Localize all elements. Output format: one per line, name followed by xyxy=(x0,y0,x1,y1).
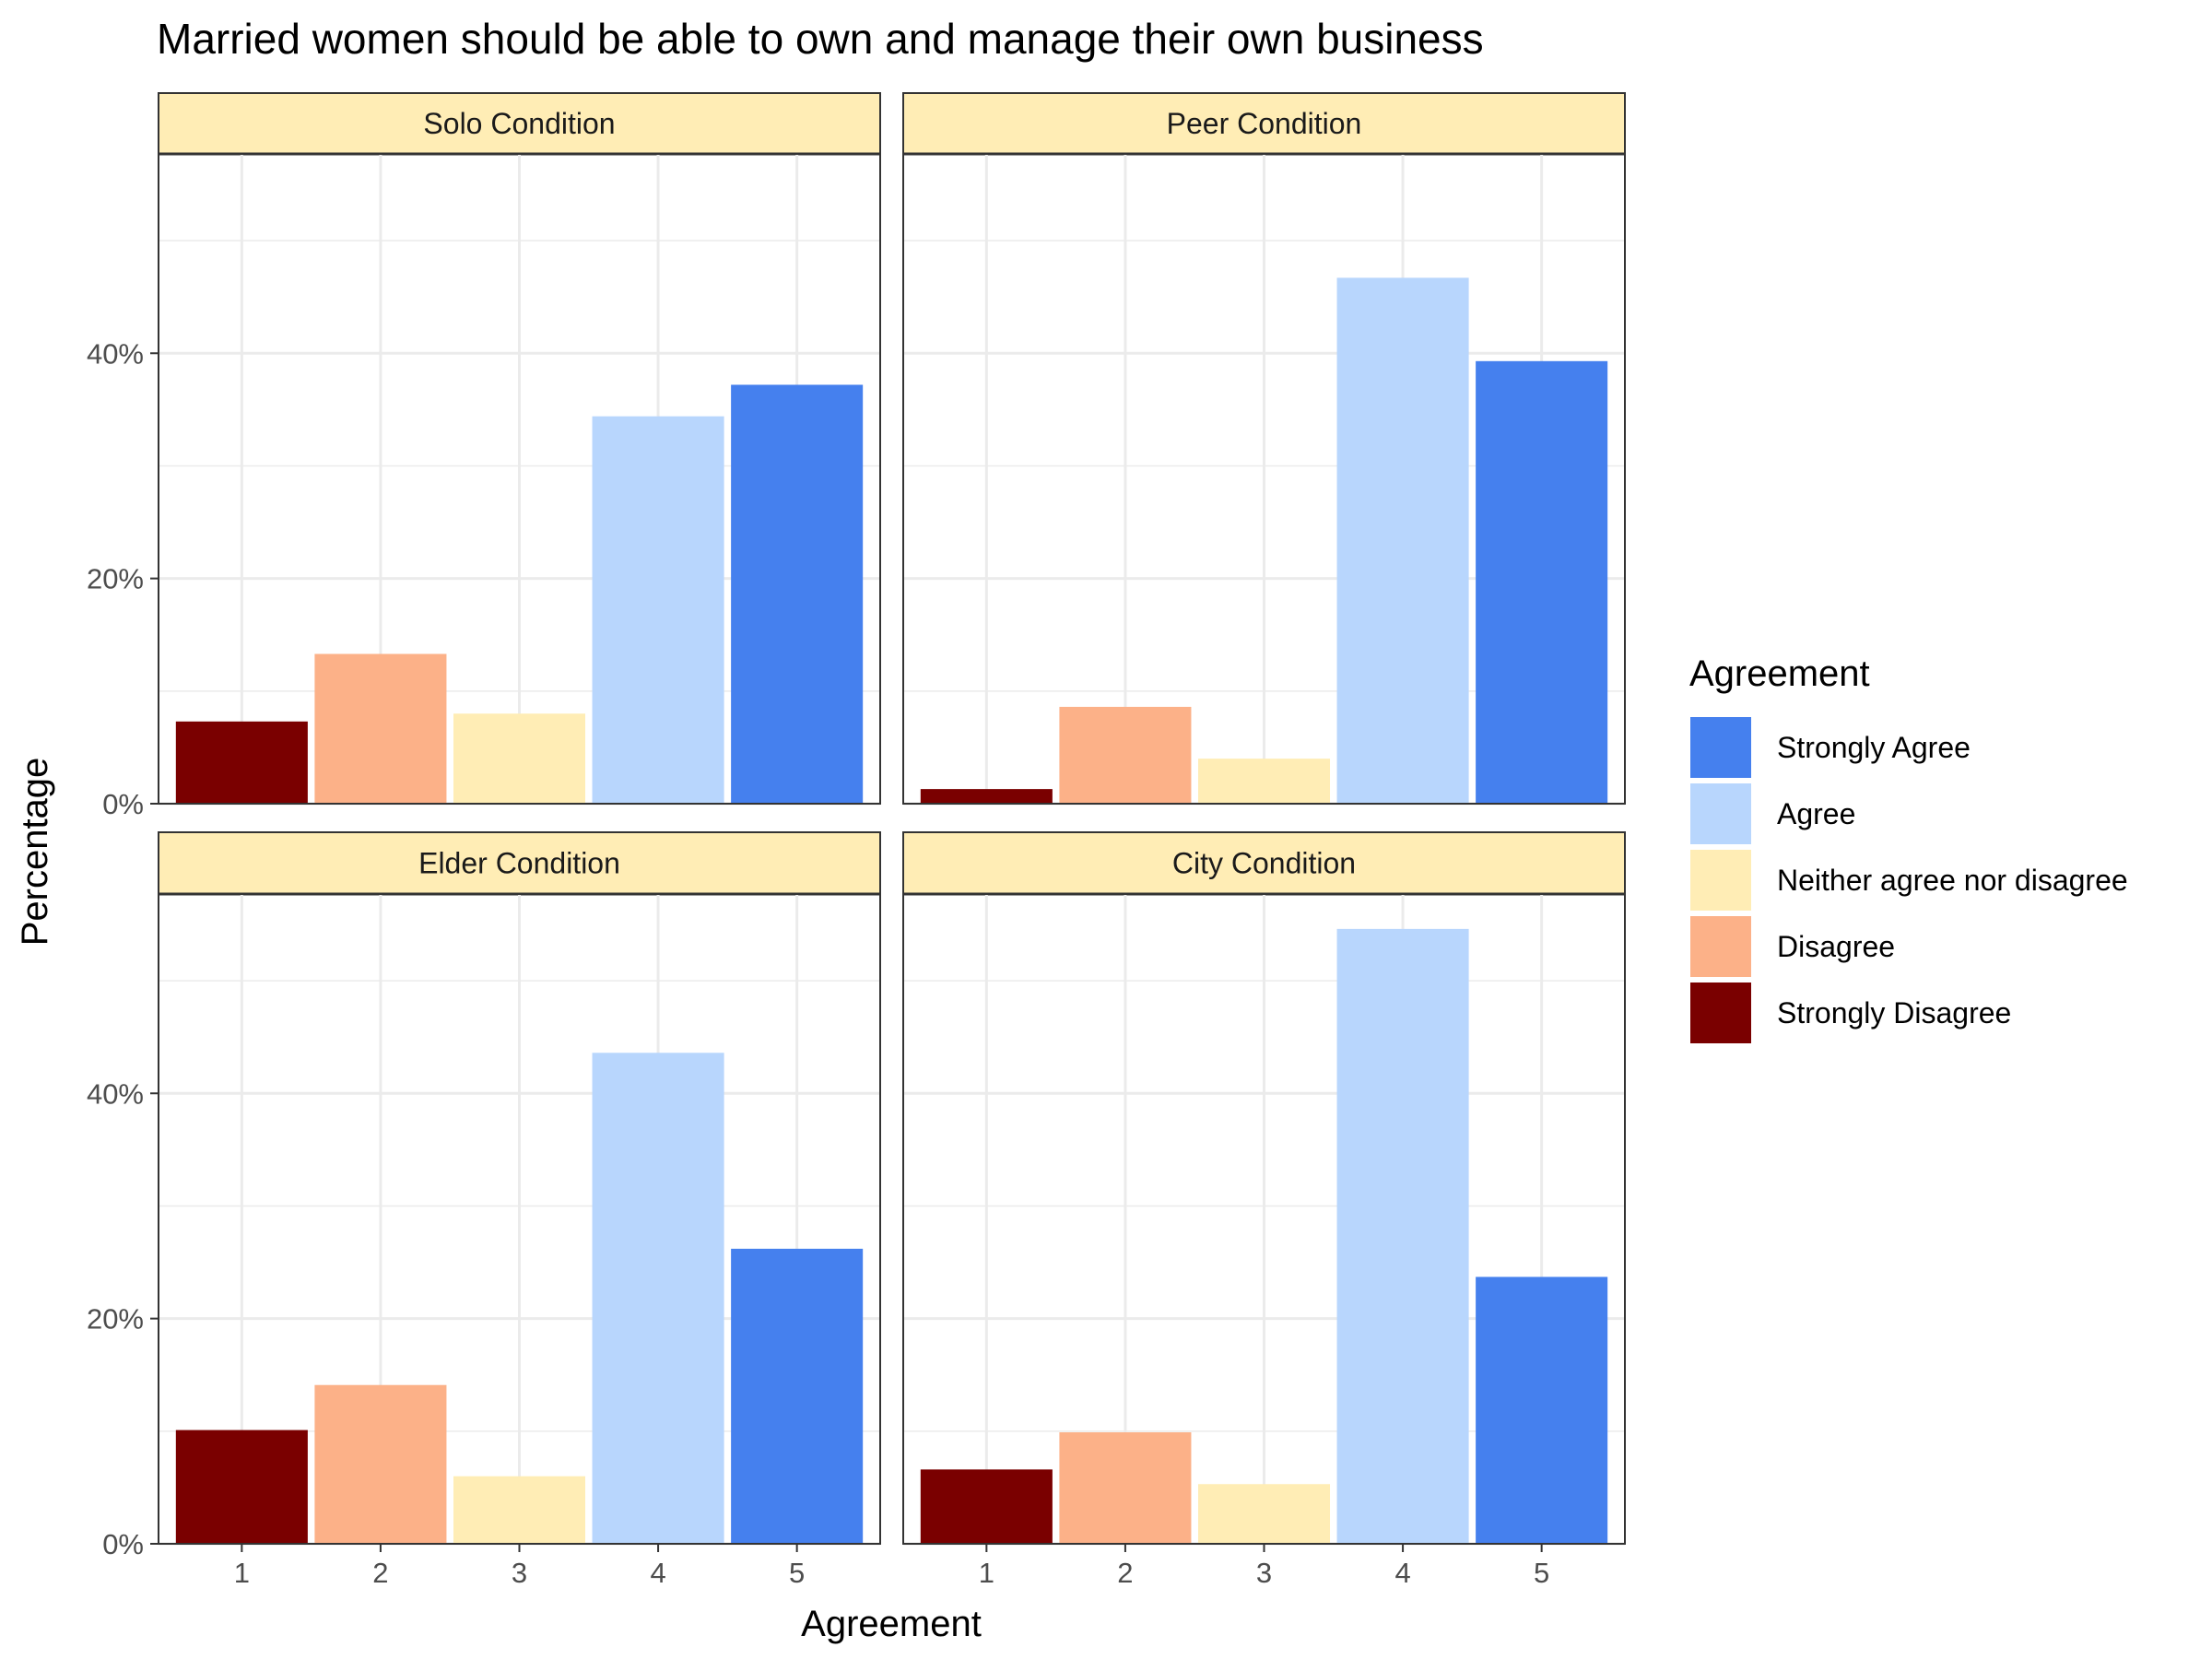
legend-label: Disagree xyxy=(1777,930,1895,963)
bar-4 xyxy=(592,1053,724,1544)
y-axis-title: Percentage xyxy=(15,758,55,947)
bar-2 xyxy=(314,653,447,804)
legend-entry-strongly-disagree: Strongly Disagree xyxy=(1690,982,2011,1043)
bar-4 xyxy=(1336,928,1469,1544)
x-tick-label: 5 xyxy=(1534,1557,1549,1589)
bar-1 xyxy=(920,1469,1053,1544)
bar-1 xyxy=(175,721,308,804)
strip-background xyxy=(158,831,881,895)
legend-swatch xyxy=(1690,982,1751,1043)
x-tick-label: 3 xyxy=(1256,1557,1272,1589)
y-tick-label: 0% xyxy=(102,788,144,820)
y-tick-label: 20% xyxy=(87,1303,144,1335)
panel-border xyxy=(158,153,881,805)
legend-entry-disagree: Disagree xyxy=(1690,916,1895,977)
legend-swatch xyxy=(1690,717,1751,778)
strip-background xyxy=(902,831,1626,895)
y-tick-label: 40% xyxy=(87,1077,144,1110)
legend-label: Neither agree nor disagree xyxy=(1777,864,2128,897)
x-tick-label: 4 xyxy=(1394,1557,1410,1589)
strip-background xyxy=(902,92,1626,155)
legend-entry-agree: Agree xyxy=(1690,783,1855,844)
strip-label: Elder Condition xyxy=(418,847,620,880)
strip-label: Solo Condition xyxy=(423,107,615,140)
legend: Agreement Strongly Agree Agree Neither agr… xyxy=(1689,653,2128,1043)
x-axis-title: Agreement xyxy=(801,1604,982,1644)
strip-label: Peer Condition xyxy=(1167,107,1362,140)
panel-elder-condition: Elder Condition 0% 20% 40% 1 2 3 4 5 xyxy=(87,831,881,1589)
legend-title: Agreement xyxy=(1689,653,1870,694)
panel-peer-condition: Peer Condition xyxy=(902,92,1626,806)
bar-2 xyxy=(1059,1432,1192,1544)
y-tick-label: 0% xyxy=(102,1528,144,1560)
x-tick-label: 4 xyxy=(650,1557,665,1589)
legend-label: Agree xyxy=(1777,797,1855,830)
legend-entry-strongly-agree: Strongly Agree xyxy=(1690,717,1971,778)
bar-5 xyxy=(1476,360,1608,804)
bar-3 xyxy=(453,1476,586,1544)
y-tick-label: 40% xyxy=(87,337,144,370)
legend-swatch xyxy=(1690,783,1751,844)
panel-solo-condition: Solo Condition 0% 20% 40% xyxy=(87,92,881,820)
bar-4 xyxy=(592,416,724,804)
x-tick-label: 3 xyxy=(512,1557,527,1589)
chart-title: Married women should be able to own and … xyxy=(157,15,1484,63)
bar-1 xyxy=(920,789,1053,804)
legend-swatch xyxy=(1690,916,1751,977)
bar-4 xyxy=(1336,277,1469,804)
bar-3 xyxy=(453,713,586,804)
strip-label: City Condition xyxy=(1172,847,1356,880)
x-tick-label: 2 xyxy=(372,1557,388,1589)
x-tick-label: 5 xyxy=(789,1557,805,1589)
x-tick-label: 1 xyxy=(979,1557,994,1589)
x-tick-label: 2 xyxy=(1117,1557,1133,1589)
legend-entry-neither-agree-nor-disagree: Neither agree nor disagree xyxy=(1690,850,2128,911)
legend-label: Strongly Disagree xyxy=(1777,996,2011,1030)
strip-background xyxy=(158,92,881,155)
panel-city-condition: City Condition 1 2 3 4 5 xyxy=(902,831,1626,1589)
legend-label: Strongly Agree xyxy=(1777,731,1971,764)
bar-3 xyxy=(1197,759,1331,804)
legend-entries: Strongly Agree Agree Neither agree nor dis… xyxy=(1690,717,2128,1043)
bar-2 xyxy=(314,1384,447,1544)
bar-3 xyxy=(1197,1484,1331,1544)
bar-2 xyxy=(1059,706,1192,804)
panel-border xyxy=(902,153,1626,805)
bar-5 xyxy=(731,384,864,804)
bar-5 xyxy=(731,1248,864,1544)
x-tick-label: 1 xyxy=(234,1557,250,1589)
bar-5 xyxy=(1476,1277,1608,1544)
legend-swatch xyxy=(1690,850,1751,911)
bar-1 xyxy=(175,1430,308,1544)
y-tick-label: 20% xyxy=(87,563,144,595)
